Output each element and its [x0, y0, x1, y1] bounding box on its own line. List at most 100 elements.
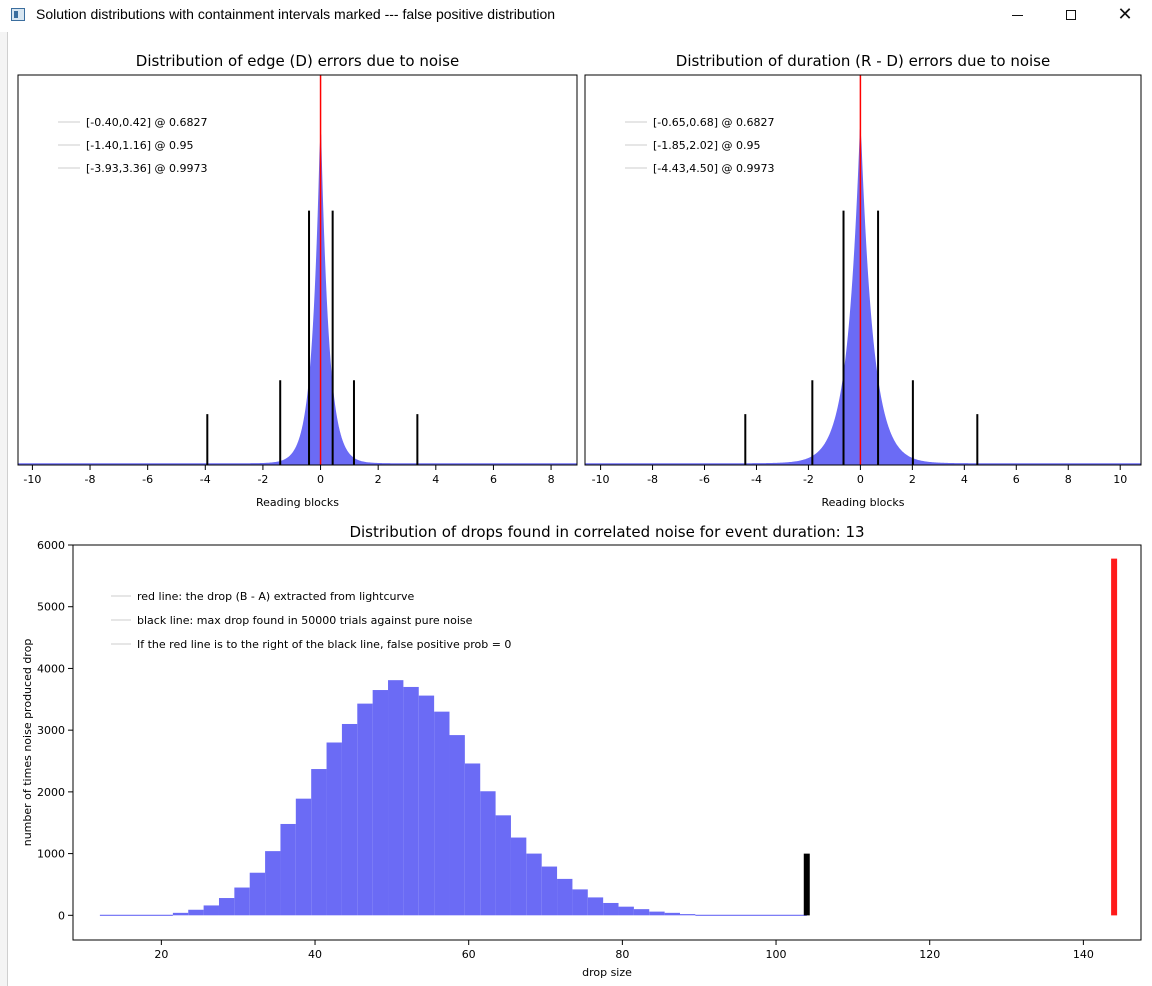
- x-tick-label: 120: [919, 948, 940, 961]
- histogram-bar: [633, 909, 650, 916]
- x-tick-label: -10: [23, 473, 41, 486]
- histogram-bar: [203, 905, 219, 916]
- histogram-bar: [664, 912, 680, 916]
- histogram-bar: [526, 853, 542, 916]
- x-tick-label: 6: [490, 473, 497, 486]
- histogram-bar: [372, 690, 389, 916]
- x-tick-label: 100: [766, 948, 787, 961]
- x-axis-label: Reading blocks: [821, 496, 904, 509]
- histogram-bar: [341, 723, 358, 916]
- x-axis-label: drop size: [582, 966, 632, 979]
- y-tick-label: 5000: [37, 601, 65, 614]
- histogram-bar: [541, 866, 558, 916]
- left-window-edge: [0, 32, 8, 986]
- histogram-bar: [357, 703, 373, 916]
- histogram-bar: [295, 798, 312, 916]
- histogram-bar: [510, 837, 527, 916]
- chart-title: Distribution of edge (D) errors due to n…: [136, 52, 459, 70]
- x-tick-label: 60: [462, 948, 476, 961]
- x-tick-label: -2: [257, 473, 268, 486]
- legend-entry: [-3.93,3.36] @ 0.9973: [86, 162, 208, 175]
- legend-entry: black line: max drop found in 50000 tria…: [137, 614, 473, 627]
- y-tick-label: 3000: [37, 724, 65, 737]
- histogram-bar: [495, 815, 511, 916]
- minimize-icon: [1011, 14, 1023, 16]
- title-bar: Solution distributions with containment …: [0, 0, 1152, 32]
- x-tick-label: 6: [1013, 473, 1020, 486]
- legend-entry: [-1.40,1.16] @ 0.95: [86, 139, 194, 152]
- x-tick-label: 2: [375, 473, 382, 486]
- x-tick-label: -6: [142, 473, 153, 486]
- x-tick-label: 0: [317, 473, 324, 486]
- x-tick-label: -2: [803, 473, 814, 486]
- app-icon: [11, 8, 25, 21]
- histogram-bar: [234, 887, 250, 916]
- x-tick-label: 40: [308, 948, 322, 961]
- y-axis-label: number of times noise produced drop: [21, 639, 34, 847]
- histogram-distribution: [17, 134, 578, 466]
- x-tick-label: 4: [432, 473, 439, 486]
- close-icon: ✕: [1117, 4, 1133, 25]
- x-tick-label: 140: [1073, 948, 1094, 961]
- histogram-bar: [603, 902, 619, 916]
- histogram-bar: [418, 695, 435, 916]
- y-tick-label: 0: [58, 909, 65, 922]
- x-tick-label: 8: [1065, 473, 1072, 486]
- histogram-bar: [280, 823, 296, 916]
- histogram-bar: [618, 906, 634, 916]
- y-tick-label: 6000: [37, 539, 65, 552]
- histogram-bar: [587, 897, 604, 916]
- legend-entry: If the red line is to the right of the b…: [137, 638, 511, 651]
- histogram-bar: [249, 872, 266, 916]
- plot-frame: [17, 74, 578, 466]
- window-title: Solution distributions with containment …: [36, 6, 556, 22]
- histogram-bar: [557, 878, 573, 916]
- histogram-bar: [572, 889, 588, 916]
- maximize-button[interactable]: [1048, 0, 1094, 30]
- legend-entry: [-4.43,4.50] @ 0.9973: [653, 162, 775, 175]
- x-tick-label: 20: [154, 948, 168, 961]
- histogram-bar: [649, 911, 665, 916]
- plot-frame: [72, 544, 1142, 941]
- chart-drops: Distribution of drops found in correlate…: [21, 523, 1142, 979]
- y-tick-label: 2000: [37, 786, 65, 799]
- chart-edge: Distribution of edge (D) errors due to n…: [17, 52, 578, 509]
- y-tick-label: 1000: [37, 848, 65, 861]
- maximize-icon: [1066, 10, 1076, 20]
- histogram-bar: [449, 735, 465, 916]
- legend-entry: [-0.65,0.68] @ 0.6827: [653, 116, 775, 129]
- histogram-bar: [218, 898, 235, 916]
- plot-frame: [584, 74, 1142, 466]
- histogram-bar: [480, 791, 496, 916]
- y-tick-label: 4000: [37, 662, 65, 675]
- x-tick-label: 10: [1113, 473, 1127, 486]
- histogram-bar: [326, 742, 342, 916]
- legend-entry: [-0.40,0.42] @ 0.6827: [86, 116, 208, 129]
- x-tick-label: -4: [751, 473, 762, 486]
- histogram-distribution: [584, 129, 1142, 466]
- x-tick-label: 2: [909, 473, 916, 486]
- x-tick-label: -6: [699, 473, 710, 486]
- minimize-button[interactable]: [994, 0, 1040, 30]
- x-tick-label: 8: [548, 473, 555, 486]
- histogram-bar: [388, 680, 404, 916]
- histogram-bar: [188, 909, 204, 916]
- x-tick-label: -8: [647, 473, 658, 486]
- x-tick-label: -8: [85, 473, 96, 486]
- legend-entry: red line: the drop (B - A) extracted fro…: [137, 590, 415, 603]
- histogram-bar: [403, 686, 419, 916]
- histogram-bar: [265, 851, 281, 916]
- histogram-bar: [679, 914, 696, 916]
- x-axis-label: Reading blocks: [256, 496, 339, 509]
- histogram-bar: [172, 912, 189, 916]
- chart-title: Distribution of duration (R - D) errors …: [676, 52, 1050, 70]
- histogram-bar: [464, 763, 481, 916]
- close-button[interactable]: ✕: [1102, 0, 1148, 30]
- histogram-bar: [434, 711, 450, 916]
- chart-duration: Distribution of duration (R - D) errors …: [584, 52, 1142, 509]
- chart-title: Distribution of drops found in correlate…: [349, 523, 864, 541]
- x-tick-label: 0: [857, 473, 864, 486]
- legend-entry: [-1.85,2.02] @ 0.95: [653, 139, 761, 152]
- x-tick-label: -10: [592, 473, 610, 486]
